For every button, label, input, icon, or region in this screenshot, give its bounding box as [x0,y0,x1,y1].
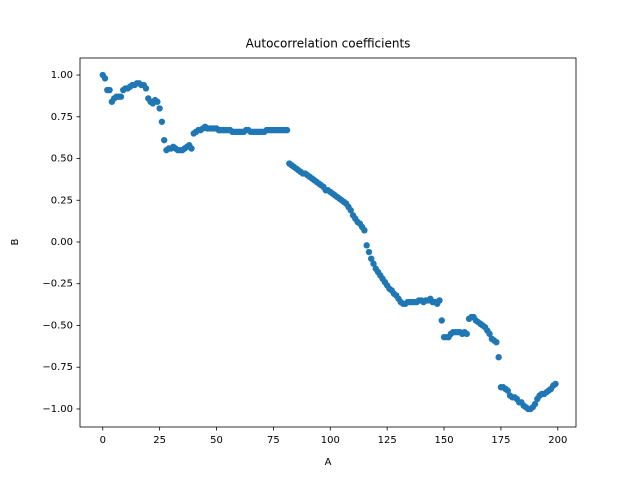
point [438,317,445,324]
point [495,354,502,361]
point [142,85,150,92]
point [493,338,500,346]
point [486,330,493,338]
point [188,145,195,152]
y-tick-label: −0.50 [42,320,73,331]
point [368,255,375,262]
axes-frame [79,57,577,428]
x-tick-label: 125 [378,435,397,446]
x-tick-label: 200 [548,435,567,446]
point [106,86,113,94]
x-tick-label: 25 [153,435,166,446]
x-tick-label: 50 [210,435,223,446]
y-tick-label: −1.00 [42,404,73,415]
y-tick-label: 1.00 [51,70,73,81]
point [101,75,109,82]
point [154,98,161,105]
y-axis-label: B [10,238,21,245]
point [552,380,559,388]
point [347,207,354,214]
y-tick-label: 0.75 [51,112,73,123]
y-tick-label: −0.25 [42,279,73,290]
point [370,260,377,267]
y-tick-label: 0.50 [51,154,73,165]
chart-title: Autocorrelation coefficients [246,37,411,51]
point [463,330,470,338]
point [436,297,443,304]
x-tick-label: 75 [267,435,280,446]
x-tick-label: 0 [100,435,106,446]
y-tick-label: 0.00 [51,237,73,248]
point [158,118,166,125]
x-tick-label: 100 [321,435,340,446]
point [283,126,291,134]
point [160,136,168,144]
point [117,93,125,100]
point [365,248,373,256]
plot-area: 0 25 50 75 100 125 150 175 200 1.00 0.75 0.50 0.25 0.… [42,70,567,446]
point [504,387,511,394]
point [363,242,370,249]
point [156,105,163,112]
y-tick-label: −0.75 [42,362,73,373]
point [361,227,368,234]
x-tick-label: 175 [491,435,510,446]
y-tick-label: 0.25 [51,195,73,206]
point [531,400,539,408]
x-tick-label: 150 [434,435,453,446]
x-axis-label: A [325,457,332,468]
